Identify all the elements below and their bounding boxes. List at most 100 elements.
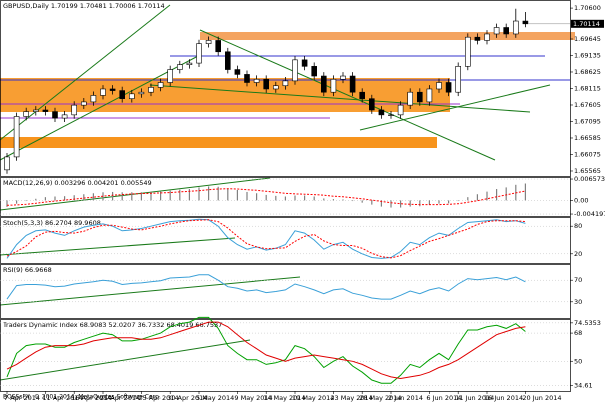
x-tick-label: 19 May 2014 — [292, 394, 334, 402]
candle-body — [416, 91, 423, 103]
trend-line — [359, 84, 551, 131]
candle-body — [71, 104, 77, 116]
y-tick-label: 1.67605 — [574, 101, 601, 109]
y-tick-label: 1.68625 — [574, 68, 601, 76]
panel-frame — [0, 217, 571, 264]
y-tick-label: 1.68115 — [574, 84, 601, 92]
candle-body — [503, 27, 510, 35]
candle-body — [90, 95, 97, 103]
candle-body — [42, 109, 49, 112]
candle-body — [474, 36, 481, 41]
y-tick-label: 1.69645 — [574, 35, 601, 43]
y-tick-label: 1.65565 — [574, 167, 601, 175]
candle-body — [455, 66, 462, 93]
candle-body — [484, 33, 490, 41]
zone — [200, 32, 575, 40]
candle-body — [493, 27, 500, 35]
candle-body — [311, 66, 318, 77]
candle-body — [292, 59, 298, 82]
trend-line — [199, 29, 496, 161]
candle-body — [23, 111, 30, 117]
y-tick-label: 80 — [574, 222, 582, 230]
y-tick-label: 0.00 — [574, 196, 588, 204]
candle-body — [301, 59, 308, 67]
series-line — [6, 274, 526, 300]
candle-body — [167, 69, 173, 83]
candle-body — [186, 62, 193, 66]
candle-body — [522, 20, 529, 25]
candle-body — [320, 75, 327, 93]
x-tick-label: 23 May 2014 — [330, 394, 372, 402]
candle-body — [148, 87, 154, 93]
candle-body — [129, 93, 135, 99]
x-tick-label: 20 Jun 2014 — [522, 394, 561, 402]
candle-body — [272, 85, 279, 90]
x-tick-label: 2 Jun 2014 — [388, 394, 423, 402]
series-line — [6, 218, 526, 259]
x-tick-label: 30 Apr 2014 — [167, 394, 207, 402]
trend-line — [0, 237, 236, 256]
x-tick-label: 5 May 2014 — [196, 394, 234, 402]
candle-body — [119, 90, 125, 99]
current-price: 1.70114 — [573, 20, 600, 28]
candle-body — [426, 88, 433, 103]
candle-body — [81, 101, 87, 106]
x-tick-label: 7 Apr 2014 — [4, 394, 40, 402]
y-tick-label: -0.004197 — [574, 210, 605, 218]
trend-line — [0, 54, 201, 161]
y-tick-label: 34.61 — [574, 381, 593, 389]
candle-body — [253, 78, 260, 83]
trend-line — [0, 177, 271, 211]
series-line — [6, 316, 526, 384]
series-line — [6, 321, 526, 380]
panel-title: MACD(12,26,9) 0.003296 0.004201 0.005549 — [3, 179, 152, 187]
candle-body — [397, 104, 404, 116]
candle-body — [32, 109, 39, 112]
footer: BOSSsFX, © 2001-2014, MetaQuotes Softwar… — [3, 394, 161, 401]
price-box — [571, 19, 604, 28]
panel-title: GBPUSD,Daily 1.70199 1.70481 1.70006 1.7… — [3, 2, 165, 10]
y-tick-label: 1.67095 — [574, 117, 601, 125]
x-tick-label: 11 Apr 2014 — [42, 394, 82, 402]
panel-title: Traders Dynamic Index 68.9083 52.0207 36… — [2, 321, 222, 329]
candle-body — [177, 64, 183, 70]
candle-body — [4, 156, 10, 171]
candle-body — [196, 43, 202, 64]
zone — [0, 78, 450, 112]
candle-body — [52, 111, 58, 119]
panel-title: RSI(9) 66.9668 — [3, 266, 52, 274]
x-tick-label: 9 May 2014 — [234, 394, 272, 402]
x-tick-label: 28 May 2014 — [359, 394, 401, 402]
candle-body — [61, 114, 68, 119]
y-tick-label: 1.70600 — [574, 4, 601, 12]
series-line — [6, 188, 526, 206]
panel-title: Stoch(5,3,3) 86.2704 89.9608 — [3, 219, 101, 227]
candle-body — [445, 82, 452, 93]
y-tick-label: 50 — [574, 357, 582, 365]
y-tick-label: 1.66075 — [574, 150, 601, 158]
candle-body — [330, 78, 337, 93]
panel-frame — [0, 177, 571, 217]
candle-body — [157, 82, 164, 88]
candle-body — [407, 91, 414, 106]
candle-body — [205, 40, 212, 44]
candle-body — [234, 69, 241, 75]
trend-line — [0, 276, 301, 306]
x-tick-label: 16 Jun 2014 — [484, 394, 523, 402]
candle-body — [109, 88, 116, 91]
x-tick-label: 16 Apr 2014 — [71, 394, 111, 402]
candle-body — [215, 40, 221, 53]
candle-body — [378, 109, 385, 116]
x-tick-label: 21 Apr 2014 — [100, 394, 140, 402]
candle-body — [512, 20, 519, 35]
x-tick-label: 11 Jun 2014 — [455, 394, 494, 402]
candle-body — [436, 82, 442, 90]
candle-body — [388, 114, 394, 116]
trend-line — [149, 84, 531, 113]
zone — [0, 137, 437, 148]
candle-body — [225, 51, 231, 70]
panel-frame — [0, 264, 571, 319]
y-tick-label: 68 — [574, 329, 582, 337]
candle-body — [138, 91, 145, 95]
